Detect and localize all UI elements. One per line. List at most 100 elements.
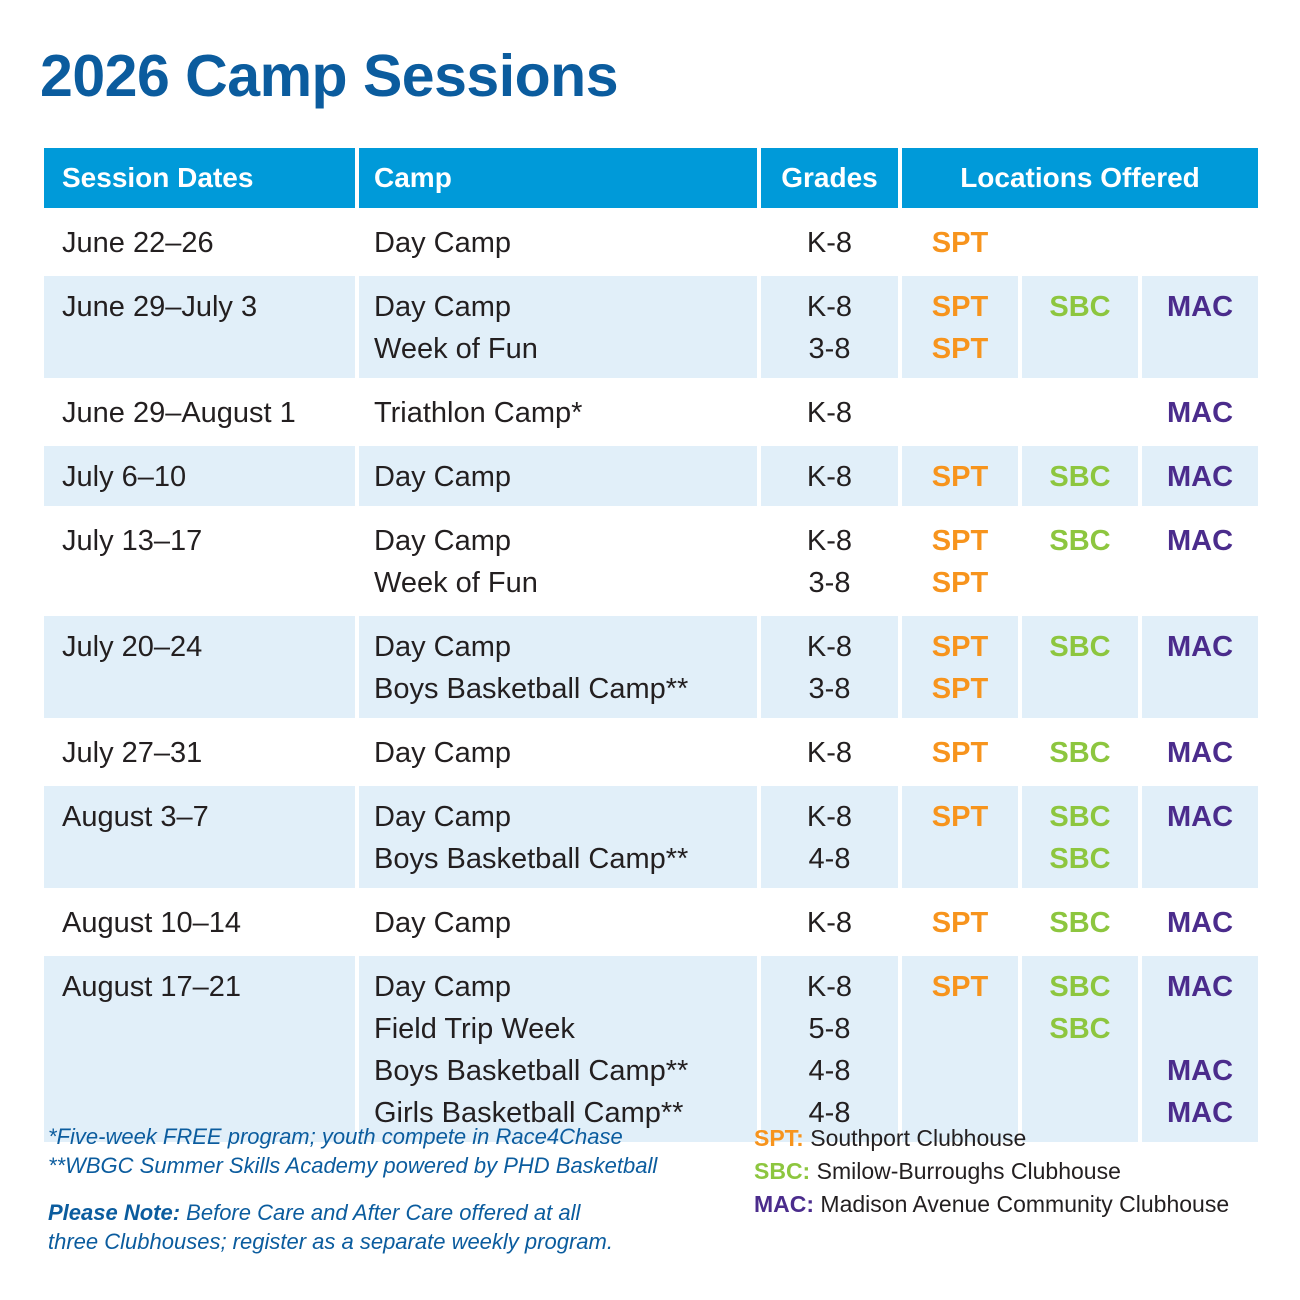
- session-date-cell: June 29–August 1: [44, 382, 355, 442]
- camp-name-cell: Day Camp: [359, 722, 757, 782]
- location-sbc-cell: SBC SBC: [1022, 956, 1138, 1142]
- camp-name-cell: Day Camp Field Trip Week Boys Basketball C…: [359, 956, 757, 1142]
- location-sbc: SBC: [1049, 843, 1111, 875]
- location-sbc: SBC: [1049, 801, 1111, 833]
- camp-name-cell: Day Camp: [359, 212, 757, 272]
- session-date-cell: July 20–24: [44, 616, 355, 718]
- please-note-text-2: three Clubhouses; register as a separate…: [48, 1229, 613, 1254]
- location-mac: [1142, 562, 1258, 604]
- please-note: Please Note: Before Care and After Care …: [48, 1198, 657, 1227]
- location-spt-cell: SPT SPT: [902, 276, 1018, 378]
- location-mac-cell: MAC: [1142, 786, 1258, 888]
- location-mac-cell: MAC: [1142, 446, 1258, 506]
- location-sbc: SBC: [1049, 1013, 1111, 1045]
- table-row: August 10–14 Day Camp K-8 SPT SBC MAC: [44, 892, 1258, 952]
- location-spt-cell: SPT: [902, 892, 1018, 952]
- table-row: June 29–August 1 Triathlon Camp* K-8 MAC: [44, 382, 1258, 442]
- location-sbc-cell: SBC: [1022, 722, 1138, 782]
- legend-code: SPT:: [754, 1125, 804, 1151]
- legend-name: Madison Avenue Community Clubhouse: [814, 1191, 1230, 1217]
- table-row: July 6–10 Day Camp K-8 SPT SBC MAC: [44, 446, 1258, 506]
- session-date: August 17–21: [62, 971, 241, 1003]
- location-spt: SPT: [931, 333, 989, 365]
- camp-name: Day Camp: [374, 461, 511, 493]
- location-mac-cell: MAC: [1142, 722, 1258, 782]
- location-sbc: SBC: [1049, 737, 1111, 769]
- location-spt-cell: SPT: [902, 212, 1018, 272]
- grade-range: 3-8: [808, 673, 851, 705]
- location-mac-cell: MAC: [1142, 382, 1258, 442]
- header-session-dates: Session Dates: [44, 148, 355, 208]
- legend-item-mac: MAC: Madison Avenue Community Clubhouse: [754, 1188, 1229, 1221]
- location-spt: SPT: [931, 737, 989, 769]
- camp-name: Day Camp: [374, 801, 511, 833]
- location-mac: MAC: [1166, 971, 1234, 1003]
- location-mac: MAC: [1166, 461, 1234, 493]
- location-mac: [1142, 222, 1258, 264]
- grade-range: K-8: [806, 397, 853, 429]
- location-spt-cell: SPT: [902, 446, 1018, 506]
- location-mac: MAC: [1166, 291, 1234, 323]
- page-title: 2026 Camp Sessions: [40, 43, 619, 109]
- grade-range: 4-8: [808, 1097, 851, 1129]
- table-row: June 22–26 Day Camp K-8 SPT: [44, 212, 1258, 272]
- grade-range-cell: K-8 4-8: [761, 786, 898, 888]
- table-header-row: Session Dates Camp Grades Locations Offe…: [44, 148, 1258, 208]
- location-spt: SPT: [931, 461, 989, 493]
- session-date-cell: June 29–July 3: [44, 276, 355, 378]
- session-date: July 13–17: [62, 525, 203, 557]
- session-date: July 6–10: [62, 461, 187, 493]
- legend-name: Smilow-Burroughs Clubhouse: [810, 1158, 1121, 1184]
- location-sbc: [1022, 668, 1138, 710]
- session-date: June 22–26: [62, 227, 214, 259]
- grade-range: 3-8: [808, 567, 851, 599]
- legend-item-sbc: SBC: Smilow-Burroughs Clubhouse: [754, 1155, 1229, 1188]
- grade-range: 5-8: [808, 1013, 851, 1045]
- location-mac: MAC: [1166, 907, 1234, 939]
- location-sbc: SBC: [1049, 631, 1111, 663]
- grade-range-cell: K-8: [761, 892, 898, 952]
- location-mac-cell: MAC: [1142, 892, 1258, 952]
- session-date-cell: July 6–10: [44, 446, 355, 506]
- please-note-label: Please Note:: [48, 1200, 181, 1225]
- table-row: August 17–21 Day Camp Field Trip Week Boys …: [44, 956, 1258, 1142]
- session-date-cell: August 3–7: [44, 786, 355, 888]
- header-camp: Camp: [359, 148, 757, 208]
- location-mac: MAC: [1166, 631, 1234, 663]
- location-sbc: [1022, 562, 1138, 604]
- camp-name-cell: Day Camp Week of Fun: [359, 510, 757, 612]
- location-spt: SPT: [931, 525, 989, 557]
- location-mac-cell: MAC: [1142, 616, 1258, 718]
- session-date: June 29–July 3: [62, 291, 258, 323]
- location-mac: MAC: [1166, 737, 1234, 769]
- location-sbc: SBC: [1049, 971, 1111, 1003]
- location-sbc: [1022, 1050, 1138, 1092]
- location-spt-cell: SPT SPT: [902, 616, 1018, 718]
- camp-name-cell: Day Camp: [359, 446, 757, 506]
- location-spt: SPT: [931, 567, 989, 599]
- grade-range: 4-8: [808, 1055, 851, 1087]
- grade-range: K-8: [806, 971, 853, 1003]
- location-spt: [902, 1050, 1018, 1092]
- header-grades: Grades: [761, 148, 898, 208]
- location-sbc: SBC: [1049, 525, 1111, 557]
- camp-name: Day Camp: [374, 737, 511, 769]
- grade-range-cell: K-8 3-8: [761, 616, 898, 718]
- please-note-text: Before Care and After Care offered at al…: [180, 1200, 581, 1225]
- table-row: June 29–July 3 Day Camp Week of Fun K-8 3-8 S…: [44, 276, 1258, 378]
- session-date: August 3–7: [62, 801, 209, 833]
- grade-range-cell: K-8: [761, 382, 898, 442]
- location-sbc: SBC: [1049, 907, 1111, 939]
- location-mac-cell: MAC: [1142, 510, 1258, 612]
- session-date-cell: July 27–31: [44, 722, 355, 782]
- session-date-cell: June 22–26: [44, 212, 355, 272]
- session-date-cell: August 17–21: [44, 956, 355, 1142]
- location-sbc: SBC: [1049, 291, 1111, 323]
- grade-range-cell: K-8 5-8 4-8 4-8: [761, 956, 898, 1142]
- camp-name: Day Camp: [374, 227, 511, 259]
- camp-name-cell: Triathlon Camp*: [359, 382, 757, 442]
- location-spt-cell: SPT: [902, 722, 1018, 782]
- grade-range-cell: K-8: [761, 212, 898, 272]
- session-date: July 27–31: [62, 737, 203, 769]
- grade-range: K-8: [806, 291, 853, 323]
